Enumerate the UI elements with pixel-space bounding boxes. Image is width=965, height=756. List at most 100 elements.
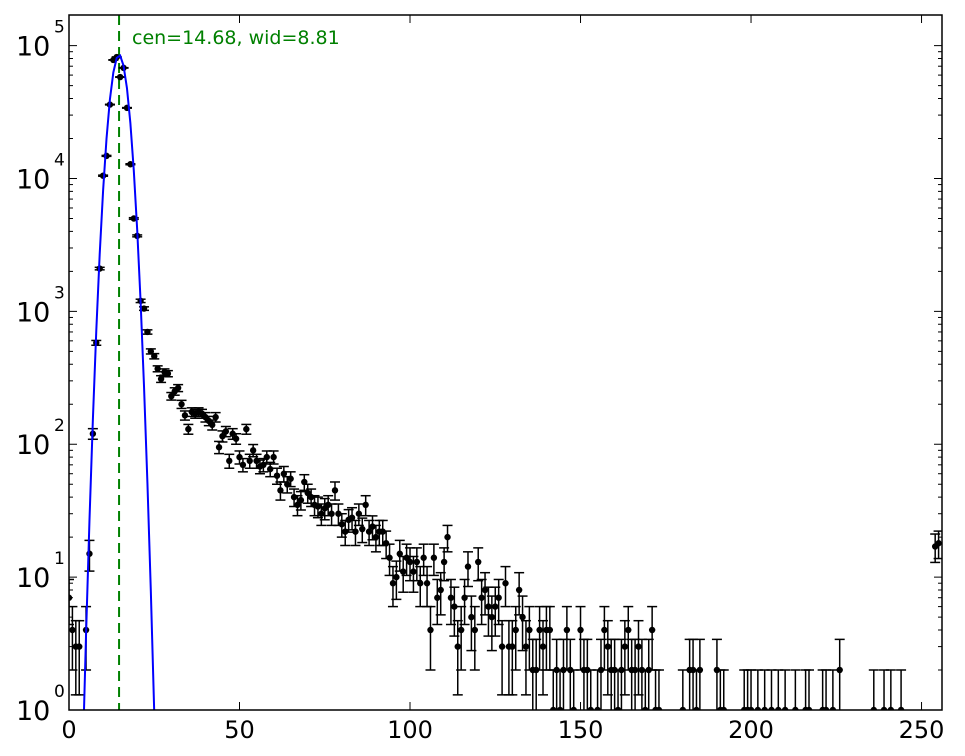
data-point [471,626,479,634]
x-tick-label: 250 [899,716,945,744]
data-point [461,594,468,601]
error-bar [582,638,593,710]
data-point [618,666,625,674]
data-point [406,558,414,566]
data-point [359,525,366,533]
error-bar [74,619,85,696]
data-point [781,706,789,710]
error-bar [780,669,791,710]
y-tick-exponent: 3 [54,283,65,303]
data-point [277,487,284,494]
data-point [246,457,253,465]
data-point [805,706,813,710]
plot-marks [69,15,942,710]
data-point [648,626,656,634]
data-point [386,554,393,561]
y-tick-exponent: 1 [54,549,65,569]
data-point [294,501,301,509]
data-point [174,384,182,392]
data-point [403,554,410,561]
data-point [116,73,124,81]
y-tick-label: 10 [16,164,50,195]
data-point [768,706,775,710]
data-point [324,501,332,509]
data-point [754,706,762,710]
error-bar [500,565,511,608]
data-point [151,352,158,360]
data-point [720,706,727,710]
data-point [338,521,346,528]
data-point [761,706,768,710]
data-point [536,626,543,634]
data-point [526,626,533,634]
data-point [887,706,895,710]
data-point [836,666,843,674]
data-point [314,503,322,510]
data-point [430,554,438,561]
data-point [389,580,397,587]
data-point [451,603,458,610]
data-point [570,706,577,710]
data-point [417,580,424,587]
data-point [222,428,230,435]
data-point [495,594,502,601]
data-point [625,626,632,634]
data-point [577,626,584,634]
error-bar [790,669,801,710]
data-point [447,594,455,601]
data-point [454,643,461,650]
data-point [263,453,270,461]
data-point [355,510,363,517]
data-point [178,401,185,408]
data-point [212,413,219,421]
data-point [434,594,441,601]
x-tick-label: 100 [387,716,433,744]
data-point [488,613,496,621]
data-point [260,461,267,469]
data-point [253,457,260,465]
data-point [270,453,277,461]
data-point [485,603,492,610]
error-bar [425,605,436,671]
error-bar [827,669,838,710]
data-point [642,706,649,710]
error-bar [469,605,480,671]
y-tick-label: 10 [16,32,50,63]
error-bar [868,669,879,710]
data-point [457,626,465,634]
data-point [369,523,376,530]
data-point [468,613,475,621]
data-point [604,643,612,650]
data-point [280,470,288,477]
data-point [935,540,942,547]
data-point [546,626,554,634]
data-point [601,626,608,634]
data-point [502,580,509,587]
data-point [318,510,325,517]
data-point [655,706,663,710]
data-point [226,457,233,465]
data-point [266,465,274,473]
data-point [164,370,172,377]
data-point [621,643,629,650]
data-point [492,603,499,610]
x-tick-label: 200 [728,716,774,744]
y-tick-exponent: 2 [54,416,65,436]
data-point [372,533,380,541]
data-point [181,412,189,419]
y-tick-exponent: 0 [54,682,65,702]
data-point [635,643,642,650]
data-point [154,365,161,372]
fit-line [82,54,156,710]
data-point [550,706,557,710]
data-point [481,586,489,594]
data-point [556,706,564,710]
data-point [140,305,148,312]
data-point [519,613,526,621]
data-point [365,528,373,535]
data-point [693,706,700,710]
data-point [631,666,639,674]
data-point [679,706,687,710]
data-point [284,481,291,488]
